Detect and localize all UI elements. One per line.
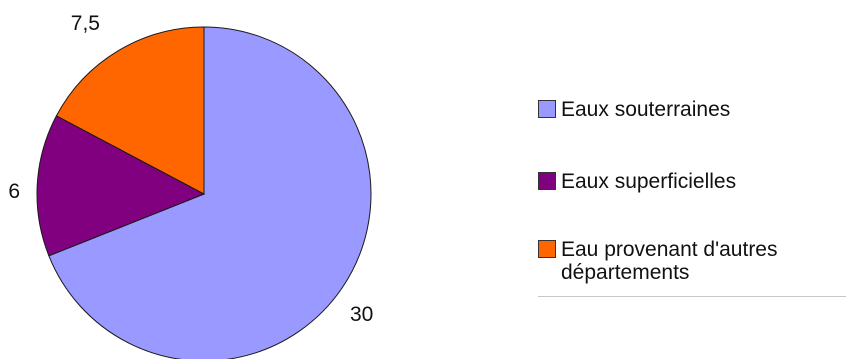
legend-label-eaux-souterraines: Eaux souterraines (561, 98, 731, 121)
legend-swatch-eaux-souterraines (538, 100, 556, 118)
legend-item-eaux-superficielles: Eaux superficielles (538, 170, 736, 193)
legend-divider (538, 296, 846, 297)
pie-slice-eau-autres-departements (55, 26, 205, 195)
legend-label-eau-autres-departements: Eau provenant d'autres départements (561, 238, 778, 284)
legend-swatch-eaux-superficielles (538, 172, 556, 190)
data-label-eau-autres-departements: 7,5 (71, 12, 100, 35)
pie-slice-eaux-souterraines (48, 26, 372, 359)
legend-item-eaux-souterraines: Eaux souterraines (538, 98, 730, 121)
data-label-eaux-superficielles: 6 (8, 180, 20, 203)
data-label-eaux-souterraines: 30 (350, 303, 373, 326)
legend-label-eaux-superficielles: Eaux superficielles (561, 170, 737, 193)
legend-swatch-eau-autres-departements (538, 240, 556, 258)
legend-item-eau-autres-departements: Eau provenant d'autres départements (538, 238, 846, 284)
pie-slice-eaux-superficielles (36, 115, 206, 257)
